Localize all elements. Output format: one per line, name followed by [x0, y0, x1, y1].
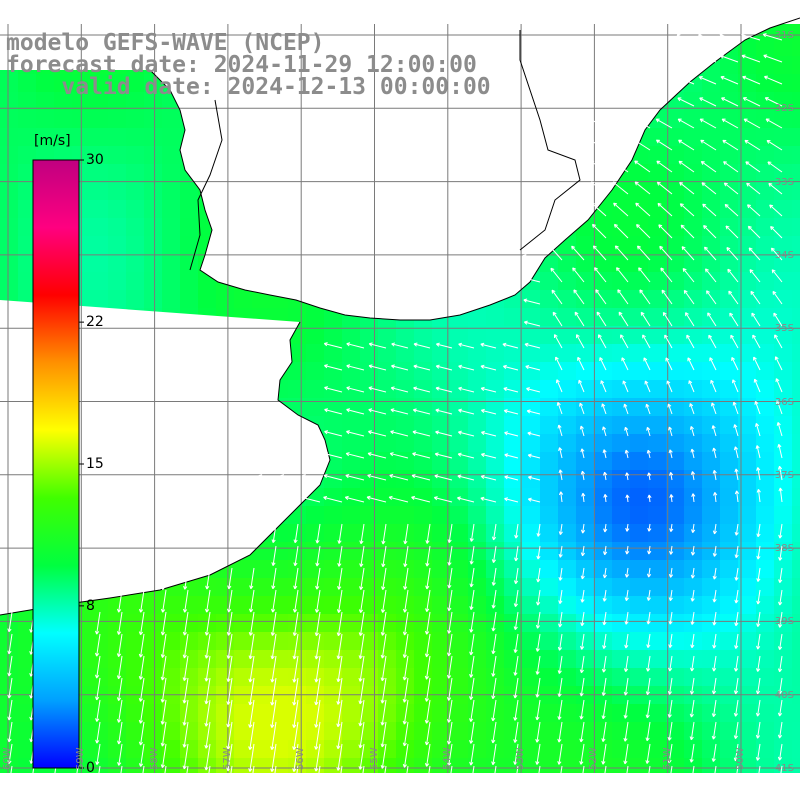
- lon-label: 53W: [515, 747, 527, 770]
- wind-arrows: [7, 33, 783, 794]
- model-title: modelo GEFS-WAVE (NCEP): [6, 30, 325, 56]
- lat-label: 37S: [774, 469, 794, 481]
- colorbar-tick-label: 0: [86, 760, 95, 776]
- lon-label: 51W: [661, 747, 673, 770]
- lon-label: 59W: [75, 747, 87, 770]
- lat-label: 34S: [774, 249, 794, 261]
- lat-label: 38S: [774, 543, 794, 555]
- lat-label: 39S: [774, 616, 794, 628]
- lat-label: 32S: [774, 103, 794, 115]
- lat-label: 36S: [774, 396, 794, 408]
- colorbar-tick-label: 22: [86, 314, 104, 331]
- colorbar-tick-label: 15: [86, 456, 104, 472]
- lon-label: 58W: [148, 747, 160, 770]
- lon-label: 50W: [735, 747, 746, 770]
- lon-label: 60W: [2, 747, 13, 770]
- colorbar: [32, 159, 80, 769]
- top-margin: [0, 0, 800, 24]
- lon-label: 52W: [588, 747, 600, 770]
- lat-label: 31S: [774, 30, 794, 41]
- border-line-east: [519, 30, 581, 251]
- colorbar-tick-label: 30: [86, 152, 104, 168]
- border-line: [189, 99, 223, 271]
- lon-label: 56W: [295, 747, 307, 770]
- forecast-date: forecast date: 2024-11-29 12:00:00: [6, 52, 477, 78]
- lat-label: 35S: [774, 323, 794, 335]
- colorbar-tick-label: 8: [86, 597, 95, 614]
- lat-label: 41S: [774, 763, 794, 774]
- bottom-margin: [0, 773, 800, 800]
- lat-label: 33S: [774, 176, 794, 188]
- valid-date: valid date: 2024-12-13 00:00:00: [6, 74, 491, 100]
- lon-label: 54W: [441, 747, 453, 770]
- land-area-north: [0, 0, 800, 320]
- lon-label: 55W: [368, 747, 380, 770]
- lat-lon-grid: [0, 24, 800, 773]
- lon-label: 57W: [221, 747, 233, 770]
- colorbar-unit: [m/s]: [34, 133, 71, 149]
- land-area-west: [0, 300, 330, 620]
- lat-label: 40S: [774, 689, 794, 701]
- coastline-west: [0, 321, 331, 616]
